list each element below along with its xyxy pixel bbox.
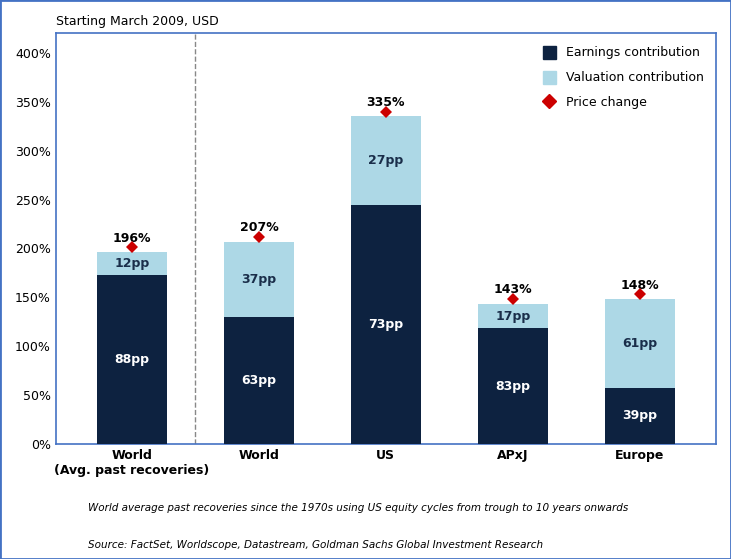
Text: Starting March 2009, USD: Starting March 2009, USD [56,15,219,28]
Text: 37pp: 37pp [241,273,276,286]
Text: 27pp: 27pp [368,154,404,167]
Bar [224,241,294,316]
Text: Source: FactSet, Worldscope, Datastream, Goldman Sachs Global Investment Researc: Source: FactSet, Worldscope, Datastream,… [88,540,543,550]
Bar [478,304,548,328]
Text: 39pp: 39pp [622,409,657,423]
Text: 88pp: 88pp [115,353,149,366]
Bar [605,387,675,444]
Bar [351,116,421,205]
Bar [478,328,548,444]
Text: 12pp: 12pp [114,257,150,271]
Text: 83pp: 83pp [496,380,531,392]
Bar [97,276,167,444]
Text: 148%: 148% [621,278,659,291]
Bar [351,205,421,444]
Text: 61pp: 61pp [622,337,657,350]
Text: 335%: 335% [367,96,405,108]
Legend: Earnings contribution, Valuation contribution, Price change: Earnings contribution, Valuation contrib… [537,40,710,116]
Text: World average past recoveries since the 1970s using US equity cycles from trough: World average past recoveries since the … [88,504,628,514]
Bar [605,299,675,387]
Text: 143%: 143% [493,283,532,296]
Text: 17pp: 17pp [495,310,531,323]
Text: 207%: 207% [240,221,279,234]
Text: 63pp: 63pp [241,374,276,387]
Bar [224,316,294,444]
Bar [97,252,167,276]
Text: 196%: 196% [113,231,151,245]
Text: 73pp: 73pp [368,318,404,331]
